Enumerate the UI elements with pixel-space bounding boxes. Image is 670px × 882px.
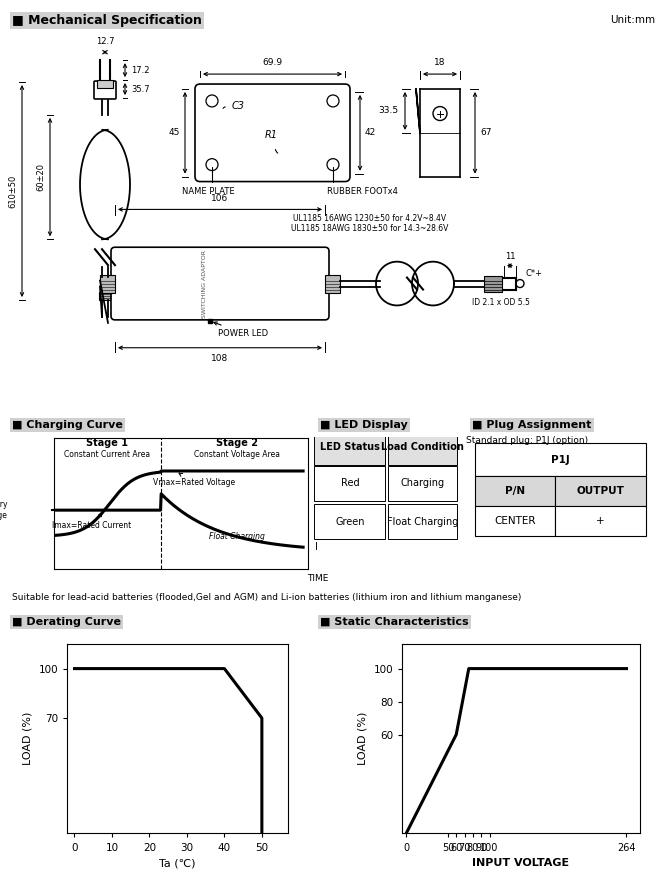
Bar bbox=[314, 430, 385, 465]
Text: Stage 1: Stage 1 bbox=[86, 438, 128, 448]
Text: Red: Red bbox=[340, 478, 359, 489]
Text: ■ Derating Curve: ■ Derating Curve bbox=[12, 617, 121, 627]
Text: R1: R1 bbox=[265, 130, 278, 139]
Text: NAME PLATE: NAME PLATE bbox=[182, 168, 234, 197]
Text: Imax=Rated Current: Imax=Rated Current bbox=[52, 513, 131, 530]
Text: CENTER: CENTER bbox=[494, 516, 536, 526]
Text: Vmax=Rated Voltage: Vmax=Rated Voltage bbox=[153, 473, 234, 488]
Text: SWITCHING ADAPTOR: SWITCHING ADAPTOR bbox=[202, 250, 208, 318]
Text: 11: 11 bbox=[505, 251, 515, 261]
Text: C3: C3 bbox=[232, 101, 245, 111]
Text: Stage 2: Stage 2 bbox=[216, 438, 258, 448]
Text: ■ Static Characteristics: ■ Static Characteristics bbox=[320, 617, 469, 627]
Bar bbox=[314, 505, 385, 539]
Text: UL1185 18AWG 1830±50 for 14.3~28.6V: UL1185 18AWG 1830±50 for 14.3~28.6V bbox=[291, 224, 449, 234]
Text: ■ Charging Curve: ■ Charging Curve bbox=[12, 420, 123, 430]
Text: 610±50: 610±50 bbox=[8, 175, 17, 207]
Text: C*+: C*+ bbox=[526, 269, 543, 278]
Bar bbox=[100, 274, 115, 293]
Bar bbox=[555, 506, 647, 536]
Y-axis label: LOAD (%): LOAD (%) bbox=[358, 712, 368, 766]
Text: Constant Current Area: Constant Current Area bbox=[64, 450, 150, 459]
Bar bbox=[475, 443, 647, 476]
Text: V: V bbox=[315, 466, 321, 476]
Text: Float Charging: Float Charging bbox=[387, 517, 458, 527]
Bar bbox=[484, 275, 502, 292]
Text: LED Status: LED Status bbox=[320, 443, 380, 452]
Text: Charging: Charging bbox=[401, 478, 445, 489]
FancyBboxPatch shape bbox=[94, 81, 116, 99]
X-axis label: Ta (℃): Ta (℃) bbox=[159, 858, 196, 868]
Text: 60±20: 60±20 bbox=[36, 163, 45, 191]
Text: Standard plug: P1J (option): Standard plug: P1J (option) bbox=[466, 437, 588, 445]
Bar bbox=[475, 506, 555, 536]
Text: P/N: P/N bbox=[505, 486, 525, 496]
Bar bbox=[314, 466, 385, 500]
Text: ID 2.1 x OD 5.5: ID 2.1 x OD 5.5 bbox=[472, 298, 530, 308]
Bar bbox=[97, 80, 113, 88]
Text: Float Charging: Float Charging bbox=[209, 532, 265, 541]
Text: POWER LED: POWER LED bbox=[214, 322, 268, 338]
Text: ■ Mechanical Specification: ■ Mechanical Specification bbox=[12, 14, 202, 26]
Y-axis label: LOAD (%): LOAD (%) bbox=[23, 712, 33, 766]
Text: UL1185 16AWG 1230±50 for 4.2V~8.4V: UL1185 16AWG 1230±50 for 4.2V~8.4V bbox=[293, 214, 447, 223]
Text: Constant Voltage Area: Constant Voltage Area bbox=[194, 450, 280, 459]
Text: 69.9: 69.9 bbox=[263, 58, 283, 67]
Text: 17.2: 17.2 bbox=[131, 65, 149, 75]
X-axis label: INPUT VOLTAGE: INPUT VOLTAGE bbox=[472, 858, 570, 868]
FancyBboxPatch shape bbox=[195, 84, 350, 182]
Text: TIME: TIME bbox=[307, 573, 328, 583]
Text: 106: 106 bbox=[211, 194, 228, 204]
Text: 67: 67 bbox=[480, 128, 492, 138]
Bar bbox=[99, 292, 111, 300]
FancyBboxPatch shape bbox=[111, 247, 329, 320]
Bar bbox=[388, 505, 458, 539]
Bar bbox=[388, 430, 458, 465]
Text: 108: 108 bbox=[211, 354, 228, 363]
Text: Green: Green bbox=[335, 517, 364, 527]
Text: 12.7: 12.7 bbox=[96, 37, 115, 46]
Text: Battery
Voltage: Battery Voltage bbox=[0, 500, 8, 519]
Text: 35.7: 35.7 bbox=[131, 85, 149, 93]
Text: Unit:mm: Unit:mm bbox=[610, 15, 655, 26]
Text: +: + bbox=[596, 516, 605, 526]
Bar bbox=[475, 476, 555, 506]
Text: 18: 18 bbox=[434, 58, 446, 67]
Text: OUTPUT: OUTPUT bbox=[577, 486, 624, 496]
Text: P1J: P1J bbox=[551, 454, 570, 465]
Text: Suitable for lead-acid batteries (flooded,Gel and AGM) and Li-ion batteries (lit: Suitable for lead-acid batteries (floode… bbox=[12, 593, 521, 602]
Bar bbox=[325, 274, 340, 293]
Text: (V,I): (V,I) bbox=[46, 423, 64, 432]
Text: ■ Plug Assignment: ■ Plug Assignment bbox=[472, 420, 592, 430]
Text: 33.5: 33.5 bbox=[378, 107, 398, 116]
Text: 45: 45 bbox=[169, 128, 180, 138]
Bar bbox=[388, 466, 458, 500]
Text: ■ LED Display: ■ LED Display bbox=[320, 420, 408, 430]
Text: Load Condition: Load Condition bbox=[381, 443, 464, 452]
Text: I: I bbox=[315, 542, 318, 552]
Text: 42: 42 bbox=[365, 128, 377, 138]
Text: RUBBER FOOTx4: RUBBER FOOTx4 bbox=[327, 168, 398, 197]
Bar bbox=[555, 476, 647, 506]
